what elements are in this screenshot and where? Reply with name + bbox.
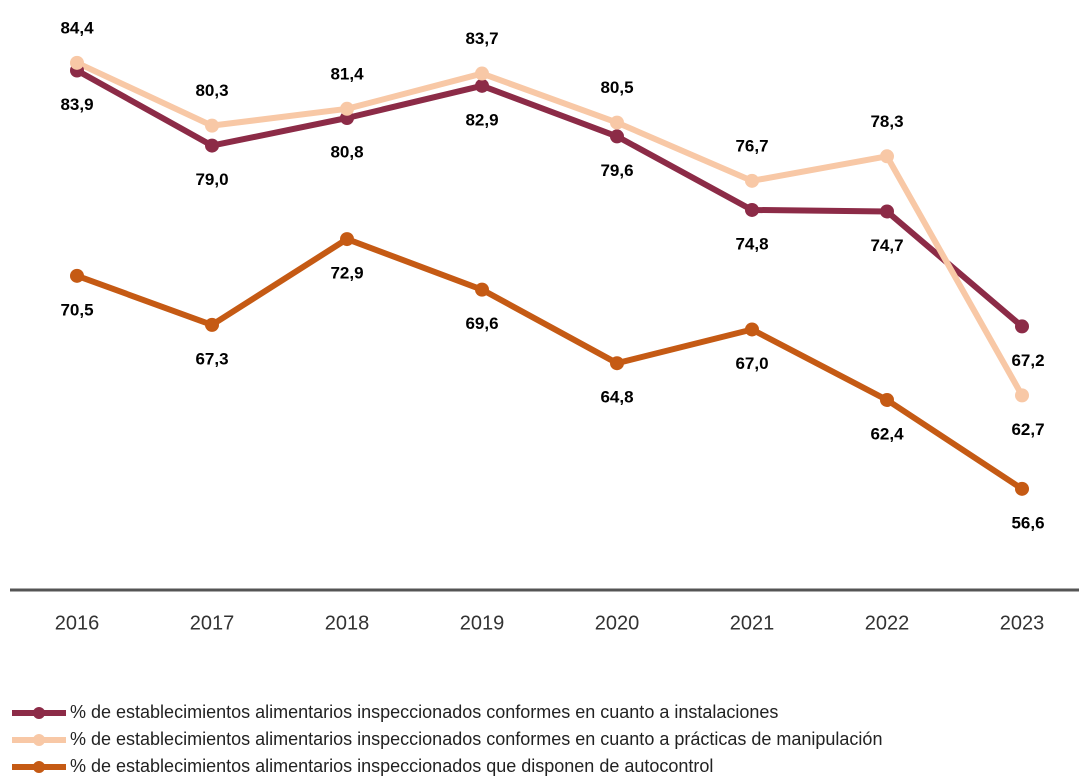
point <box>880 204 894 219</box>
x-tick-label: 2016 <box>55 612 100 634</box>
series-line <box>75 67 1024 329</box>
value-label: 80,8 <box>330 142 363 161</box>
value-label: 74,7 <box>870 236 903 255</box>
point <box>205 118 219 133</box>
x-tick-label: 2023 <box>1000 612 1045 634</box>
value-label: 80,3 <box>195 81 228 100</box>
point <box>340 232 354 247</box>
value-label: 79,0 <box>195 170 228 189</box>
point <box>340 101 354 116</box>
x-tick-label: 2021 <box>730 612 775 634</box>
point <box>745 202 759 217</box>
point <box>205 317 219 332</box>
x-tick-label: 2018 <box>325 612 370 634</box>
point <box>475 78 489 93</box>
point <box>745 322 759 337</box>
point <box>1015 319 1029 334</box>
x-tick-label: 2020 <box>595 612 640 634</box>
point <box>475 66 489 81</box>
value-label: 83,9 <box>60 95 93 114</box>
value-label: 82,9 <box>465 110 498 129</box>
series-line <box>75 60 1025 397</box>
legend-label: % de establecimientos alimentarios inspe… <box>70 729 882 749</box>
x-tick-label: 2017 <box>190 612 235 634</box>
legend-label: % de establecimientos alimentarios inspe… <box>70 702 778 722</box>
value-label: 72,9 <box>330 264 363 283</box>
value-label: 67,0 <box>735 354 768 373</box>
point <box>1015 481 1029 496</box>
legend-label: % de establecimientos alimentarios inspe… <box>70 756 713 776</box>
x-tick-label: 2019 <box>460 612 505 634</box>
point <box>610 356 624 371</box>
point <box>205 138 219 153</box>
value-label: 78,3 <box>870 112 903 131</box>
legend-marker <box>33 761 45 773</box>
point <box>745 173 759 188</box>
value-label: 80,5 <box>600 78 633 97</box>
value-label: 64,8 <box>600 388 633 407</box>
value-label: 84,4 <box>60 18 94 37</box>
value-label: 70,5 <box>60 300 93 319</box>
value-label: 67,3 <box>195 349 228 368</box>
point <box>880 392 894 407</box>
value-label: 62,7 <box>1011 420 1044 439</box>
value-label: 62,4 <box>870 424 904 443</box>
value-label: 67,2 <box>1011 351 1044 370</box>
legend-marker <box>33 734 45 746</box>
point <box>880 149 894 164</box>
point <box>610 129 624 144</box>
value-label: 74,8 <box>735 234 768 253</box>
value-label: 76,7 <box>735 136 768 155</box>
point <box>70 55 84 70</box>
point <box>475 282 489 297</box>
series-line <box>75 236 1024 492</box>
point <box>70 268 84 283</box>
value-label: 83,7 <box>465 29 498 48</box>
value-label: 79,6 <box>600 161 633 180</box>
legend-marker <box>33 707 45 719</box>
value-label: 81,4 <box>330 64 364 83</box>
x-tick-label: 2022 <box>865 612 910 634</box>
value-label: 56,6 <box>1011 513 1044 532</box>
point <box>1015 388 1029 403</box>
value-label: 69,6 <box>465 314 498 333</box>
point <box>610 115 624 130</box>
